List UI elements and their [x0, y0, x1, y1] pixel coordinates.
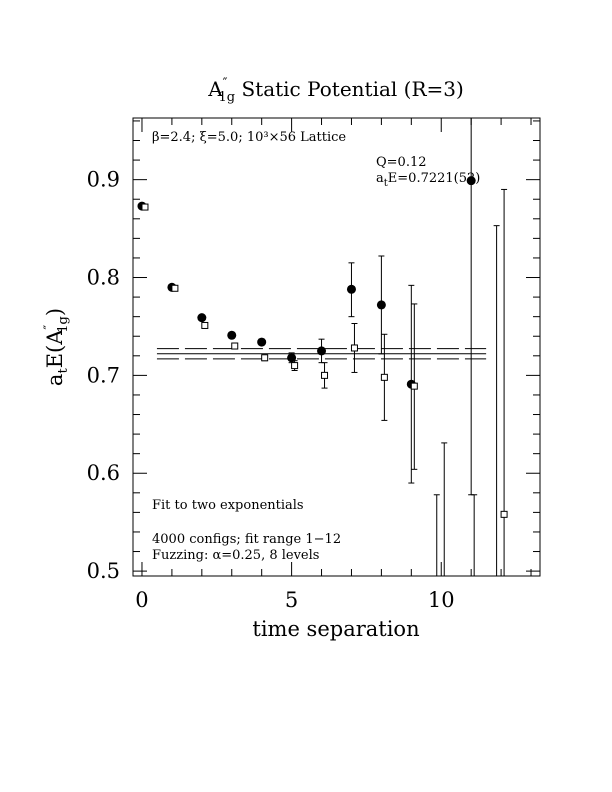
y-axis-title: atE(A″1g) — [42, 308, 71, 386]
q-annotation: Q=0.12 — [376, 155, 427, 170]
open-square-point — [500, 510, 508, 518]
chart-title: A″ 1g Static Potential (R=3) — [207, 76, 464, 105]
filled-circle-point — [376, 300, 386, 310]
y-tick-label: 0.9 — [87, 168, 120, 192]
x-axis-title: time separation — [252, 617, 419, 641]
open-square-point — [350, 344, 358, 352]
filled-circle-point — [287, 353, 297, 363]
filled-circle-point — [197, 313, 207, 323]
x-tick-label: 5 — [285, 588, 298, 612]
open-square-point — [231, 342, 239, 350]
filled-circle-point — [257, 337, 267, 347]
y-tick-label: 0.6 — [87, 461, 120, 485]
open-square-point — [141, 203, 149, 211]
x-tick-labels: 0 5 10 — [135, 588, 454, 612]
open-square-point — [410, 382, 418, 390]
x-tick-label: 0 — [135, 588, 148, 612]
data-markers — [137, 176, 508, 518]
y-tick-label: 0.5 — [87, 559, 120, 583]
filled-circle-point — [346, 284, 356, 294]
x-tick-label: 10 — [428, 588, 455, 612]
open-square-point — [291, 362, 299, 370]
fuzzing-annotation: Fuzzing: α=0.25, 8 levels — [152, 548, 319, 563]
open-square-point — [321, 371, 329, 379]
axis-ticks — [133, 118, 540, 576]
y-tick-labels: 0.5 0.6 0.7 0.8 0.9 — [87, 168, 120, 583]
filled-circle-point — [227, 330, 237, 340]
open-square-point — [171, 284, 179, 292]
energy-annotation: atE=0.7221(52) — [376, 171, 480, 189]
filled-circle-point — [317, 346, 327, 356]
lattice-annotation: β=2.4; ξ=5.0; 10³×56 Lattice — [152, 130, 346, 145]
configs-annotation: 4000 configs; fit range 1−12 — [152, 532, 341, 547]
open-square-point — [380, 373, 388, 381]
open-square-point — [261, 354, 269, 362]
fit-type-annotation: Fit to two exponentials — [152, 498, 304, 513]
plot-frame — [132, 117, 541, 577]
y-tick-label: 0.7 — [87, 363, 120, 387]
filled-circle-point — [466, 176, 476, 186]
open-square-point — [201, 321, 209, 329]
y-tick-label: 0.8 — [87, 266, 120, 290]
